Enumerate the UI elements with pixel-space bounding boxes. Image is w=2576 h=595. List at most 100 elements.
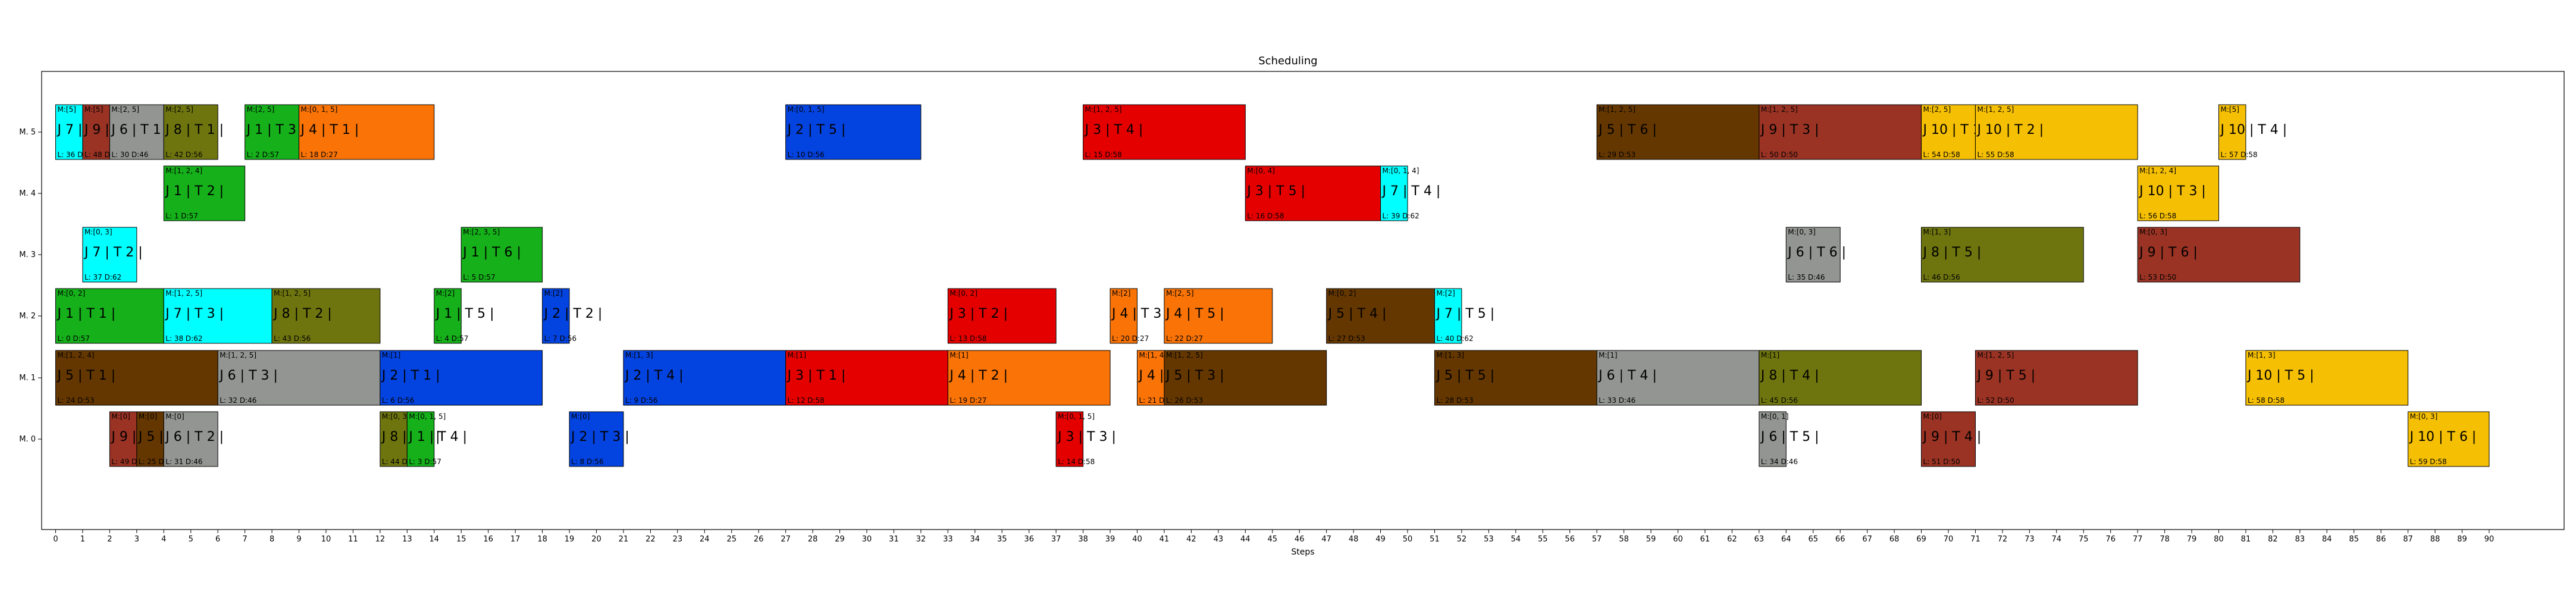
operation-meta: L: 39 D:62 [1383,212,1419,220]
operation-meta: L: 0 D:57 [58,334,90,343]
operation-label: J 1 | T 5 | [435,306,494,321]
x-tick-label: 48 [1349,535,1359,544]
operation-meta: L: 4 D:57 [436,334,469,343]
operation-machine-tag: M:[0, 3] [1788,228,1816,236]
x-tick-label: 87 [2403,535,2413,544]
operation-machine-tag: M:[0, 3] [2139,228,2167,236]
operation-machine-tag: M:[1, 2, 5] [1085,105,1122,114]
operation-machine-tag: M:[1] [949,351,968,359]
operation-j-6-t-6: M:[0, 3] J 6 | T 6 | L: 35 D:46 [1785,227,1846,283]
x-tick-label: 89 [2457,535,2467,544]
x-tick-label: 26 [754,535,764,544]
operation-meta: L: 22 D:27 [1166,334,1203,343]
operation-meta: L: 13 D:58 [949,334,986,343]
x-tick-label: 67 [1862,535,1872,544]
x-tick-label: 54 [1511,535,1521,544]
operation-machine-tag: M:[0, 1, 4] [1383,167,1419,175]
operation-j-5-t-6: M:[1, 2, 5] J 5 | T 6 | L: 29 D:53 [1596,104,1760,160]
operation-j-8-t-5: M:[1, 3] J 8 | T 5 | L: 46 D:56 [1921,227,2084,283]
operation-j-9-t-6: M:[0, 3] J 9 | T 6 | L: 53 D:50 [2137,227,2301,283]
operation-machine-tag: M:[0, 2] [949,289,977,298]
operation-meta: L: 59 D:58 [2410,458,2447,466]
operation-label: J 10 | T 4 | [2220,123,2287,137]
operation-label: J 2 | T 5 | [786,123,846,137]
operation-machine-tag: M:[2] [544,289,563,298]
operation-bar [1110,288,1138,344]
operation-j-3-t-1: M:[1] J 3 | T 1 | L: 12 D:58 [785,350,948,406]
operation-bar [1164,288,1273,344]
operation-meta: L: 20 D:27 [1112,334,1149,343]
operation-label: J 6 | T 4 | [1597,368,1657,383]
operation-machine-tag: M:[1, 2, 5] [1977,351,2014,359]
operation-j-9-t-2: M:[0]J 9 | T 2 |L: 49 D:50 [109,411,170,467]
operation-j-7-t-5: M:[2] J 7 | T 5 | L: 40 D:62 [1434,288,1494,344]
x-tick-label: 23 [673,535,683,544]
operation-j-3-t-3: M:[0, 1, 5] J 3 | T 3 | L: 14 D:58 [1055,411,1116,467]
x-tick-label: 45 [1267,535,1277,544]
x-tick-label: 60 [1673,535,1683,544]
operation-label: J 6 | T 2 | [164,430,224,444]
operation-machine-tag: M:[1, 2, 4] [58,351,95,359]
operation-j-9-t-5: M:[1, 2, 5] J 9 | T 5 | L: 52 D:50 [1975,350,2138,406]
operation-j-10-t-1: M:[2, 5]J 10 | T 1 |L: 54 D:58 [1921,104,1989,160]
operation-machine-tag: M:[0] [1923,412,1942,421]
x-tick-label: 25 [726,535,737,544]
x-tick-label: 71 [1970,535,1980,544]
operation-machine-tag: M:[0, 1, 5] [301,105,338,114]
operation-bar [1921,227,2084,283]
operation-machine-tag: M:[0, 1, 5] [1058,412,1095,421]
operation-label: J 9 | T 5 | [1976,368,2035,383]
x-tick-label: 75 [2079,535,2089,544]
operation-machine-tag: M:[1] [1599,351,1617,359]
operation-bar [1975,350,2138,406]
operation-bar [109,411,137,467]
x-tick-label: 4 [161,535,166,544]
operation-bar [271,288,381,344]
operation-bar [163,165,246,221]
x-tick-label: 62 [1727,535,1737,544]
operation-meta: L: 52 D:50 [1977,396,2014,405]
operation-machine-tag: M:[0, 2] [1328,289,1356,298]
x-tick-label: 16 [483,535,493,544]
operation-j-4-t-4: M:[1, 4]J 4 | T 4 |L: 21 D:27 [1137,350,1197,406]
operation-j-5-t-1: M:[1, 2, 4] J 5 | T 1 | L: 24 D:53 [55,350,218,406]
operation-machine-tag: M:[1, 2, 5] [1599,105,1635,114]
operation-bar [2245,350,2409,406]
operation-j-10-t-6: M:[0, 3] J 10 | T 6 | L: 59 D:58 [2408,411,2490,467]
operation-bar [1759,350,1922,406]
operation-machine-tag: M:[2, 5] [247,105,275,114]
operation-bar [163,104,218,160]
operation-j-1-t-3: M:[2, 5] J 1 | T 3 | L: 2 D:57 [245,104,305,160]
x-tick-label: 86 [2376,535,2386,544]
plot-frame [41,71,2565,530]
operation-label: J 10 | T 3 | [2138,184,2206,199]
operation-bar [1596,350,1760,406]
operation-j-6-t-3: M:[1, 2, 5] J 6 | T 3 | L: 32 D:46 [217,350,381,406]
x-tick-label: 77 [2133,535,2143,544]
x-tick-label: 81 [2241,535,2251,544]
x-tick-label: 11 [348,535,358,544]
operation-machine-tag: M:[0, 2] [58,289,86,298]
operation-meta: L: 50 D:50 [1761,151,1798,159]
operation-j-4-t-1: M:[0, 1, 5] J 4 | T 1 | L: 18 D:27 [299,104,435,160]
operation-label: J 1 | T 6 | [462,245,521,260]
operation-meta: L: 27 D:53 [1328,334,1365,343]
operation-bar [1380,165,1408,221]
x-tick-label: 13 [402,535,412,544]
x-tick-label: 28 [808,535,818,544]
operation-label: J 2 | T 1 | [381,368,440,383]
x-tick-label: 65 [1808,535,1818,544]
x-tick-label: 20 [591,535,601,544]
operation-meta: L: 28 D:53 [1436,396,1473,405]
operation-meta: L: 30 D:46 [111,151,148,159]
operation-label: J 6 | T 3 | [218,368,278,383]
operation-bar [2137,227,2301,283]
operation-j-7-t-3: M:[1, 2, 5] J 7 | T 3 | L: 38 D:62 [163,288,272,344]
operation-bar [406,411,435,467]
operation-j-9-t-3: M:[1, 2, 5] J 9 | T 3 | L: 50 D:50 [1759,104,1922,160]
y-tick-label-m-3: M. 3 [19,250,36,259]
x-tick-label: 73 [2025,535,2035,544]
operation-meta: L: 3 D:57 [409,458,441,466]
operation-bar [1434,350,1597,406]
operation-meta: L: 51 D:50 [1923,458,1960,466]
